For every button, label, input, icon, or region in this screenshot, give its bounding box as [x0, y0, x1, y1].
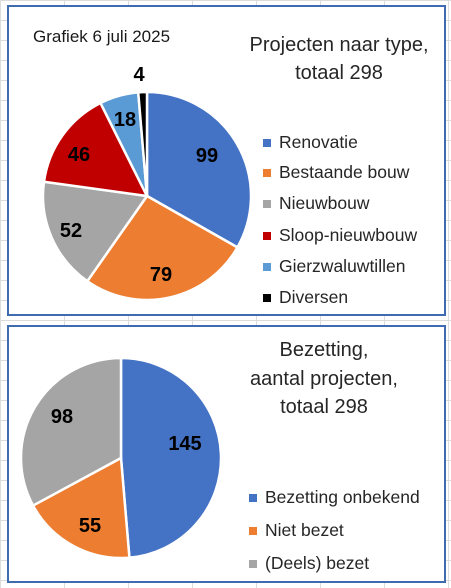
- legend-item-nieuwbouw: Nieuwbouw: [263, 193, 369, 214]
- legend-item-niet-bezet: Niet bezet: [249, 520, 344, 541]
- chart-title-line-2: aantal projecten,: [250, 368, 398, 390]
- legend-swatch: [263, 199, 271, 208]
- chart-panel-occupancy[interactable]: 145 55 98 Bezetting, aantal projecten, tot…: [7, 325, 446, 583]
- pie-slice-renovatie[interactable]: [145, 90, 253, 249]
- pie-chart-project-types: 99 79 52 46 18 4: [41, 64, 253, 302]
- pie-chart-occupancy: 145 55 98: [19, 356, 223, 560]
- chart-panel-project-types[interactable]: 99 79 52 46 18 4 Grafiek 6 juli 2025 Projecte…: [7, 5, 446, 316]
- legend-label: (Deels) bezet: [265, 553, 370, 573]
- chart-title-line-1: Bezetting,: [279, 339, 369, 361]
- legend-label: Bezetting onbekend: [265, 487, 420, 507]
- chart-title-line-1: Projecten naar type,: [249, 34, 429, 56]
- legend-label: Sloop-nieuwbouw: [279, 225, 418, 245]
- legend-item-deels-bezet: (Deels) bezet: [249, 553, 369, 574]
- pie-slice-bestaande-bouw[interactable]: [86, 194, 239, 302]
- legend-item-renovatie: Renovatie: [263, 132, 358, 153]
- chart-title-line-3: totaal 298: [280, 396, 368, 418]
- pie-slice-bezetting-onbekend[interactable]: [119, 356, 223, 559]
- data-label-sloop-nieuwbouw: 46: [68, 144, 90, 166]
- legend-swatch: [249, 493, 257, 502]
- pie-slice-nieuwbouw[interactable]: [41, 180, 149, 283]
- data-label-bestaande-bouw: 79: [150, 264, 172, 286]
- data-label-renovatie: 99: [196, 145, 218, 167]
- legend-swatch: [263, 231, 271, 240]
- legend-item-sloop-nieuwbouw: Sloop-nieuwbouw: [263, 225, 417, 246]
- pie-slice-diversen[interactable]: [136, 90, 149, 198]
- chart-date-caption: Grafiek 6 juli 2025: [33, 27, 171, 46]
- pie-slice-sloop-nieuwbouw[interactable]: [42, 101, 149, 198]
- data-label-bezetting-onbekend: 145: [168, 433, 201, 455]
- legend-label: Renovatie: [279, 132, 358, 152]
- legend-swatch: [263, 138, 271, 147]
- pie-slice-niet-bezet[interactable]: [31, 456, 131, 560]
- data-label-deels-bezet: 98: [51, 406, 73, 428]
- pie-slice-deels-bezet[interactable]: [19, 356, 123, 507]
- legend-swatch: [263, 168, 271, 177]
- legend-label: Nieuwbouw: [279, 193, 370, 213]
- legend-item-bezetting-onbekend: Bezetting onbekend: [249, 487, 420, 508]
- legend-label: Gierzwaluwtillen: [279, 256, 406, 276]
- legend-label: Bestaande bouw: [279, 162, 410, 182]
- data-label-niet-bezet: 55: [79, 515, 101, 537]
- legend-label: Diversen: [279, 287, 349, 307]
- legend-swatch: [263, 262, 271, 271]
- legend-swatch: [249, 559, 257, 568]
- chart-title-line-2: totaal 298: [295, 62, 383, 84]
- legend-label: Niet bezet: [265, 520, 344, 540]
- data-label-diversen: 4: [133, 64, 145, 86]
- legend-item-bestaande-bouw: Bestaande bouw: [263, 162, 409, 183]
- data-label-nieuwbouw: 52: [60, 220, 82, 242]
- legend-swatch: [263, 293, 271, 302]
- data-label-gierzwaluwtillen: 18: [114, 109, 136, 131]
- legend-item-gierzwaluwtillen: Gierzwaluwtillen: [263, 256, 405, 277]
- legend-swatch: [249, 526, 257, 535]
- legend-item-diversen: Diversen: [263, 287, 348, 308]
